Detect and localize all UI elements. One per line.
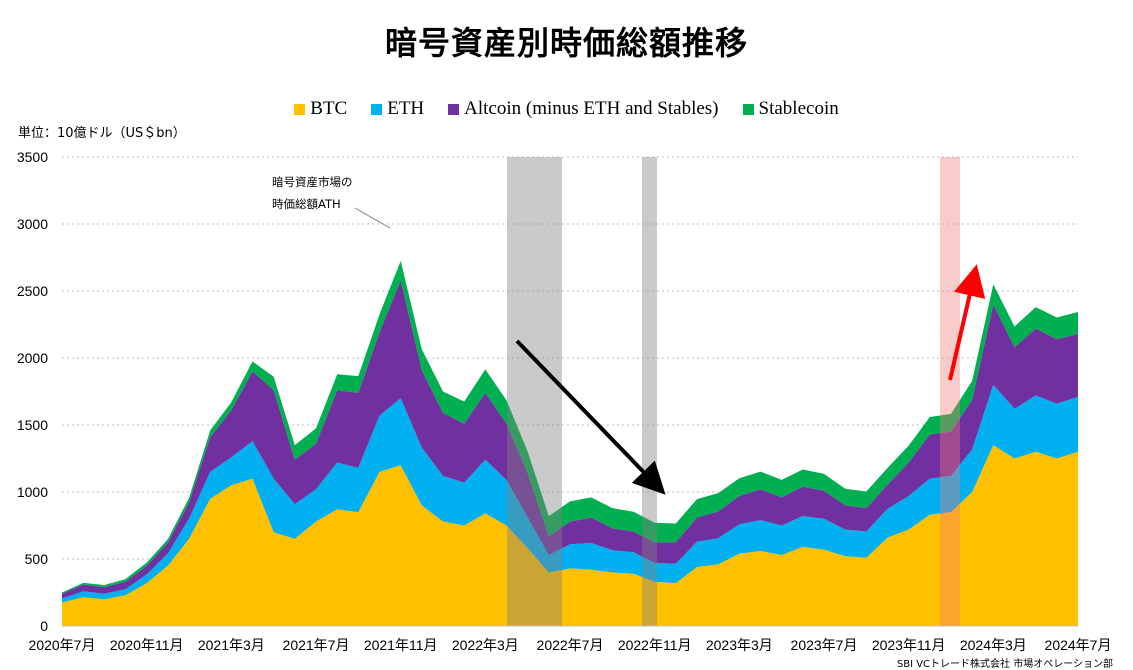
y-tick-label: 2000 (17, 350, 48, 366)
y-tick-label: 3500 (17, 149, 48, 165)
legend-item-eth: ETH (371, 98, 424, 120)
legend-swatch-eth (371, 103, 383, 115)
x-tick-label: 2021年11月 (364, 637, 438, 653)
ath-annotation-leader (354, 207, 391, 229)
legend-label-altcoin: Altcoin (minus ETH and Stables) (464, 98, 719, 119)
y-tick-label: 3000 (17, 216, 48, 232)
x-tick-label: 2023年7月 (791, 637, 858, 653)
y-tick-label: 1000 (17, 484, 48, 500)
x-tick-label: 2023年3月 (706, 637, 773, 653)
legend-swatch-btc (294, 103, 306, 115)
x-tick-label: 2020年7月 (29, 637, 96, 653)
area-altcoin (62, 280, 1078, 599)
area-eth (62, 384, 1078, 603)
y-tick-label: 1500 (17, 417, 48, 433)
source-credit: SBI VCトレード株式会社 市場オペレーション部 (896, 659, 1113, 670)
y-axis-ticks: 0 500 1000 1500 2000 2500 3000 3500 (17, 149, 48, 634)
legend-label-eth: ETH (387, 98, 425, 119)
legend-swatch-stablecoin (742, 103, 754, 115)
legend-item-stablecoin: Stablecoin (742, 98, 839, 120)
x-tick-label: 2021年3月 (198, 637, 265, 653)
legend-item-btc: BTC (294, 98, 347, 120)
x-tick-label: 2023年11月 (872, 637, 946, 653)
legend-label-stablecoin: Stablecoin (758, 98, 839, 119)
trend-arrows (515, 264, 986, 495)
x-tick-label: 2021年7月 (283, 637, 350, 653)
x-tick-label: 2022年11月 (618, 637, 692, 653)
ath-annotation-line1: 暗号資産市場の (272, 175, 353, 189)
y-tick-label: 2500 (17, 283, 48, 299)
legend-label-btc: BTC (310, 98, 348, 119)
x-axis-ticks: 2020年7月 2020年11月 2021年3月 2021年7月 2021年11月 202… (29, 637, 1112, 653)
x-tick-label: 2022年7月 (537, 637, 604, 653)
stacked-areas (62, 260, 1078, 626)
up-trend-arrow (948, 264, 986, 381)
highlight-bands (507, 157, 960, 626)
x-tick-label: 2020年11月 (110, 637, 184, 653)
highlight-band-gray (507, 157, 562, 626)
area-btc (62, 445, 1078, 626)
legend-swatch-altcoin (448, 103, 460, 115)
y-tick-label: 0 (40, 618, 48, 634)
legend-item-altcoin: Altcoin (minus ETH and Stables) (448, 98, 719, 120)
down-trend-arrow (515, 339, 666, 495)
x-tick-label: 2022年3月 (452, 637, 519, 653)
ath-annotation-line2: 時価総額ATH (272, 197, 341, 211)
legend: BTC ETH Altcoin (minus ETH and Stables) … (0, 98, 1133, 120)
x-tick-label: 2024年3月 (960, 637, 1027, 653)
highlight-band-gray (642, 157, 657, 626)
chart-title: 暗号資産別時価総額推移 (384, 24, 748, 62)
ath-annotation: 暗号資産市場の 時価総額ATH (272, 175, 391, 229)
y-tick-label: 500 (25, 551, 49, 567)
highlight-band-red (940, 157, 960, 626)
x-tick-label: 2024年7月 (1045, 637, 1112, 653)
y-unit-label: 単位：10億ドル（US＄bn） (18, 126, 186, 141)
